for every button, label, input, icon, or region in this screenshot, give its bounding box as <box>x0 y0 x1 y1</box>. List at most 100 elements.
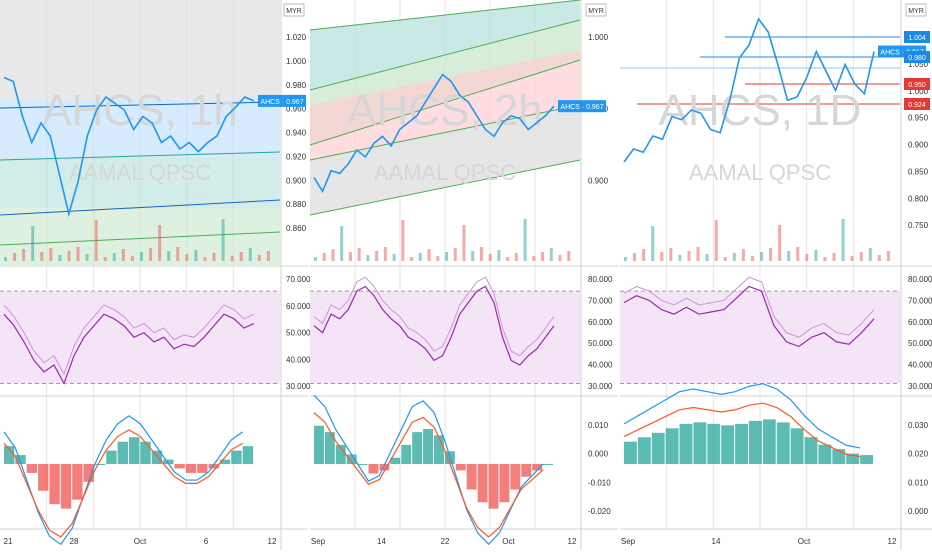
macd-histogram-bar <box>95 464 105 465</box>
rsi-tick-label: 30.000 <box>286 382 311 391</box>
macd-histogram-bar <box>61 464 71 509</box>
volume-bar <box>805 254 808 261</box>
macd-histogram-bar <box>72 464 82 500</box>
volume-bar <box>58 255 61 261</box>
volume-bar <box>678 255 681 261</box>
macd-histogram-bar <box>243 446 253 464</box>
price-badge-label: AHCS · 0.967 <box>260 99 303 106</box>
time-tick-label: 14 <box>377 537 386 546</box>
macd-histogram-bar <box>521 464 531 477</box>
macd-histogram-bar <box>763 419 776 464</box>
volume-bar <box>86 254 89 261</box>
volume-bar <box>231 256 234 261</box>
macd-tick-label: 0.000 <box>588 450 609 459</box>
channel-band-grey <box>0 0 280 100</box>
macd-histogram-bar <box>369 464 379 474</box>
rsi-tick-label: 50.000 <box>588 339 613 348</box>
volume-bar <box>497 250 500 261</box>
macd-histogram-bar <box>174 464 184 468</box>
volume-bar <box>715 220 718 261</box>
macd-histogram-bar <box>707 424 720 464</box>
volume-bar <box>375 251 378 261</box>
volume-bar <box>77 247 80 261</box>
volume-bar <box>185 254 188 261</box>
volume-bar <box>393 254 396 261</box>
volume-bar <box>445 252 448 261</box>
volume-bar <box>642 249 645 261</box>
volume-bar <box>258 255 261 261</box>
volume-bar <box>410 257 413 261</box>
macd-histogram-bar <box>106 451 116 464</box>
volume-bar <box>471 251 474 261</box>
macd-histogram-bar <box>693 422 706 464</box>
price-tick-label: 1.000 <box>286 57 307 66</box>
rsi-tick-label: 60.000 <box>286 302 311 311</box>
rsi-tick-label: 30.000 <box>908 382 932 391</box>
macd-histogram-bar <box>140 442 150 464</box>
volume-bar <box>778 225 781 261</box>
volume-bar <box>349 252 352 261</box>
macd-histogram-bar <box>735 424 748 464</box>
rsi-tick-label: 70.000 <box>286 275 311 284</box>
macd-tick-label: 0.010 <box>588 421 609 430</box>
volume-bar <box>651 226 654 261</box>
volume-bar <box>742 249 745 261</box>
macd-histogram-bar <box>543 464 553 465</box>
volume-bar <box>567 251 570 261</box>
volume-bar <box>222 219 225 261</box>
volume-bar <box>769 248 772 261</box>
rsi-tick-label: 80.000 <box>588 275 613 284</box>
volume-bar <box>887 251 890 261</box>
time-tick-label: 28 <box>70 537 79 546</box>
macd-histogram-bar <box>749 421 762 464</box>
macd-histogram-bar <box>358 464 368 465</box>
volume-bar <box>760 252 763 261</box>
macd-histogram-bar <box>805 437 818 464</box>
currency-tag: MYR <box>908 8 924 15</box>
macd-histogram-bar <box>638 437 651 464</box>
volume-bar <box>4 257 7 261</box>
level-badge-label: 1.004 <box>908 35 926 42</box>
time-tick-label: Oct <box>502 537 515 546</box>
rsi-tick-label: 40.000 <box>908 361 932 370</box>
macd-histogram-bar <box>467 464 477 489</box>
macd-histogram-bar <box>401 445 411 464</box>
volume-bar <box>524 219 527 261</box>
volume-bar <box>267 251 270 261</box>
rsi-tick-label: 40.000 <box>286 355 311 364</box>
macd-histogram-bar <box>118 442 128 464</box>
macd-histogram-bar <box>186 464 196 473</box>
volume-bar <box>31 226 34 261</box>
volume-bar <box>419 253 422 261</box>
level-badge-label: 0.950 <box>908 82 926 89</box>
macd-histogram-bar <box>652 433 665 464</box>
volume-bar <box>401 220 404 261</box>
macd-histogram-bar <box>860 455 873 464</box>
volume-bar <box>323 253 326 261</box>
rsi-tick-label: 70.000 <box>908 296 932 305</box>
macd-tick-label: 0.000 <box>908 507 929 516</box>
rsi-tick-label: 40.000 <box>588 361 613 370</box>
time-tick-label: 12 <box>888 537 897 546</box>
watermark-subtitle: AAMAL QPSC <box>69 160 211 185</box>
volume-bar <box>436 256 439 261</box>
rsi-tick-label: 80.000 <box>908 275 932 284</box>
price-tick-label: 0.900 <box>908 141 929 150</box>
volume-bar <box>140 252 143 261</box>
macd-histogram-bar <box>777 422 790 464</box>
time-tick-label: 22 <box>441 537 450 546</box>
price-tick-label: 0.900 <box>588 176 609 185</box>
volume-bar <box>240 252 243 261</box>
volume-bar <box>331 249 334 261</box>
volume-bar <box>787 251 790 261</box>
volume-bar <box>49 248 52 261</box>
volume-bar <box>384 247 387 261</box>
macd-histogram-bar <box>231 451 241 464</box>
volume-bar <box>489 254 492 261</box>
level-badge-label: 0.924 <box>908 102 926 109</box>
volume-bar <box>340 226 343 261</box>
volume-bar <box>687 251 690 261</box>
